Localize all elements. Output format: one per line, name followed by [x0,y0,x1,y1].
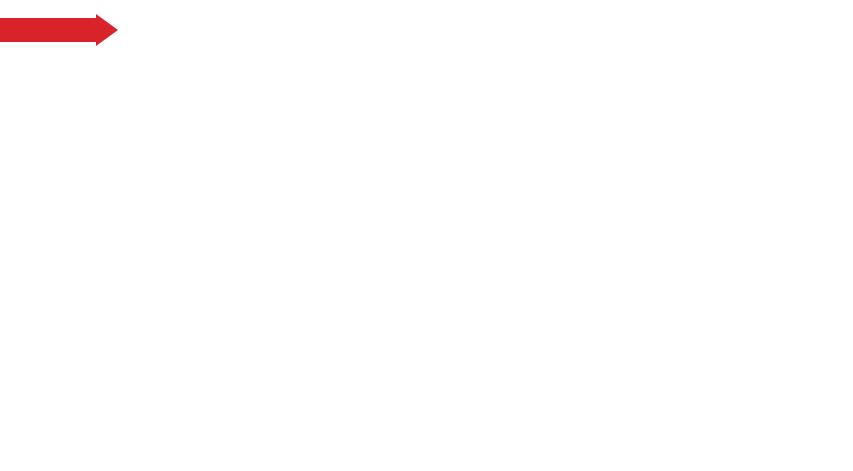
top-candlestick-panel [0,0,853,145]
bottom-price-panel [0,141,853,471]
direction-arrow-label [0,14,118,46]
